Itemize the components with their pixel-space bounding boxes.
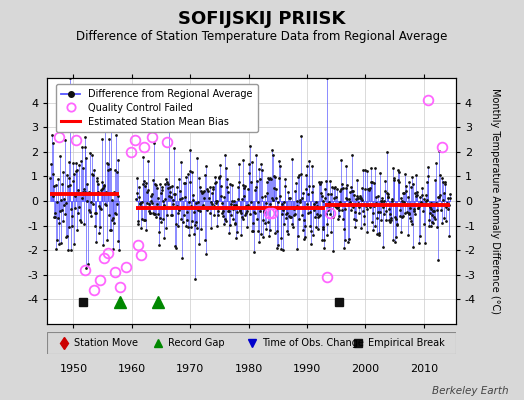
Text: 1980: 1980 xyxy=(234,364,263,374)
Text: Record Gap: Record Gap xyxy=(168,338,224,348)
Text: Empirical Break: Empirical Break xyxy=(368,338,445,348)
Text: 1970: 1970 xyxy=(176,364,204,374)
Text: Station Move: Station Move xyxy=(74,338,138,348)
Text: 1960: 1960 xyxy=(118,364,146,374)
Text: 1990: 1990 xyxy=(293,364,321,374)
Text: Berkeley Earth: Berkeley Earth xyxy=(432,386,508,396)
Legend: Difference from Regional Average, Quality Control Failed, Estimated Station Mean: Difference from Regional Average, Qualit… xyxy=(56,84,258,132)
Text: SOFIJSKIJ PRIISK: SOFIJSKIJ PRIISK xyxy=(178,10,346,28)
Text: Difference of Station Temperature Data from Regional Average: Difference of Station Temperature Data f… xyxy=(77,30,447,43)
Text: 2010: 2010 xyxy=(410,364,438,374)
Text: 2000: 2000 xyxy=(351,364,379,374)
Text: 1950: 1950 xyxy=(59,364,88,374)
Y-axis label: Monthly Temperature Anomaly Difference (°C): Monthly Temperature Anomaly Difference (… xyxy=(490,88,500,314)
Text: Time of Obs. Change: Time of Obs. Change xyxy=(262,338,364,348)
